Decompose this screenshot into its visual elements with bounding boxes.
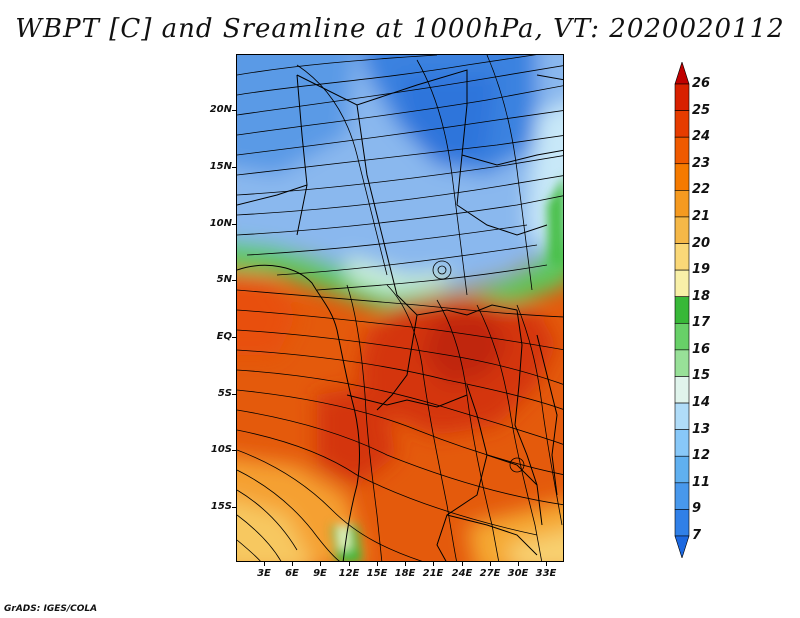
colorbar-label: 17 [692, 315, 711, 331]
lon-tick [320, 562, 321, 566]
colorbar-segment [674, 535, 690, 558]
lat-tick [232, 224, 236, 225]
map-panel [236, 54, 564, 562]
lon-tick [292, 562, 293, 566]
lat-label-eq: EQ [216, 331, 232, 342]
colorbar-label: 21 [692, 208, 711, 224]
colorbar-label: 18 [692, 288, 711, 304]
colorbar-segment [674, 296, 690, 324]
lat-label-15s: 15S [210, 501, 232, 512]
colorbar-label: 9 [692, 501, 702, 517]
colorbar-segment [674, 136, 690, 165]
lat-tick [232, 507, 236, 508]
colorbar-label: 7 [692, 528, 702, 543]
colorbar-segment [674, 83, 690, 111]
lat-tick [232, 394, 236, 395]
lon-label-15e: 15E [366, 568, 388, 579]
colorbar-label: 25 [692, 102, 711, 118]
colorbar-segment [674, 429, 690, 457]
lon-tick [264, 562, 265, 566]
lon-tick [433, 562, 434, 566]
colorbar-label: 11 [692, 474, 711, 490]
colorbar-segment [674, 402, 690, 430]
colorbar-segment [674, 322, 690, 351]
colorbar-segments [674, 62, 690, 558]
colorbar-label: 26 [692, 76, 711, 91]
lon-label-3e: 3E [257, 568, 271, 579]
lat-label-10n: 10N [209, 218, 232, 229]
lon-tick [377, 562, 378, 566]
lat-tick [232, 167, 236, 168]
colorbar-segment [674, 216, 690, 244]
colorbar-label: 24 [692, 129, 711, 145]
colorbar-segment [674, 110, 690, 138]
colorbar-label: 14 [692, 395, 711, 411]
map-canvas [237, 55, 563, 561]
country-borders [237, 69, 563, 561]
lat-tick [232, 110, 236, 111]
colorbar-segment [674, 243, 690, 271]
streamlines [237, 55, 563, 561]
colorbar-label: 16 [692, 341, 711, 357]
lat-tick [232, 450, 236, 451]
colorbar-segment [674, 455, 690, 484]
lon-label-27e: 27E [479, 568, 501, 579]
colorbar-label: 13 [692, 421, 711, 437]
colorbar-segment [674, 376, 690, 404]
lat-tick [232, 337, 236, 338]
colorbar-segment [674, 269, 690, 298]
colorbar-label: 23 [692, 155, 711, 171]
lon-label-9e: 9E [313, 568, 327, 579]
colorbar-segment [674, 190, 690, 218]
lon-tick [349, 562, 350, 566]
lon-tick [546, 562, 547, 566]
lon-label-30e: 30E [507, 568, 529, 579]
lat-label-15n: 15N [209, 161, 232, 172]
colorbar-label: 19 [692, 262, 711, 278]
colorbar-label: 12 [692, 448, 711, 464]
lon-tick [462, 562, 463, 566]
colorbar-segment [674, 482, 690, 510]
lon-tick [518, 562, 519, 566]
lon-tick [405, 562, 406, 566]
lon-label-21e: 21E [422, 568, 444, 579]
grads-credit: GrADS: IGES/COLA [4, 604, 98, 614]
colorbar-segment [674, 509, 690, 537]
lat-label-5n: 5N [216, 274, 232, 285]
lon-label-6e: 6E [285, 568, 299, 579]
colorbar-segment [674, 62, 690, 85]
colorbar-segment [674, 349, 690, 377]
lon-label-33e: 33E [535, 568, 557, 579]
lat-label-10s: 10S [210, 444, 232, 455]
colorbar-label: 20 [692, 235, 711, 251]
colorbar-label: 22 [692, 182, 711, 198]
wbpt-field-details [332, 178, 563, 561]
chart-title: WBPT [C] and Sreamline at 1000hPa, VT: 2… [15, 14, 785, 44]
lon-label-18e: 18E [394, 568, 416, 579]
colorbar [674, 62, 690, 558]
lon-label-12e: 12E [338, 568, 360, 579]
lat-label-5s: 5S [217, 388, 232, 399]
lon-tick [490, 562, 491, 566]
lat-tick [232, 280, 236, 281]
colorbar-label: 15 [692, 368, 711, 384]
lon-label-24e: 24E [451, 568, 473, 579]
colorbar-segment [674, 163, 690, 191]
lat-label-20n: 20N [209, 104, 232, 115]
